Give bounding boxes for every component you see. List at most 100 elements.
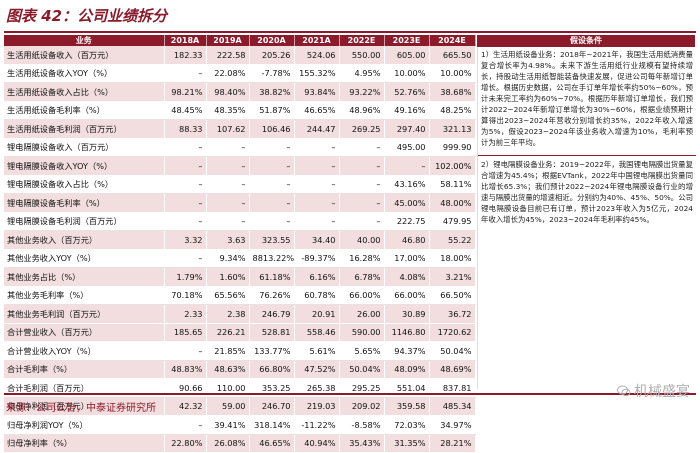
table-cell: 2.33 — [164, 304, 207, 324]
assumptions-divider — [478, 155, 696, 156]
table-cell: 39.41% — [206, 415, 250, 435]
table-cell: 43.16% — [384, 175, 430, 194]
table-cell: – — [294, 175, 340, 194]
table-cell: 40.00 — [339, 230, 385, 250]
table-cell: 4.95% — [339, 64, 385, 83]
table-cell: 485.34 — [429, 397, 476, 416]
table-cell: 22.80% — [164, 434, 207, 453]
row-label: 生活用纸设备收入占比（%） — [4, 82, 165, 102]
footer-divider — [4, 393, 696, 395]
table-cell: 106.46 — [249, 119, 295, 139]
table-row: 其他业务毛利率（%） 70.18% 65.56% 76.26% 60.78% 66.00%… — [4, 286, 476, 305]
table-cell: 107.62 — [206, 119, 250, 139]
table-cell: 3.32 — [164, 230, 207, 250]
table-cell: 60.78% — [294, 286, 340, 305]
table-row: 锂电隔膜设备收入YOY（%） – – – – – –102.00% — [4, 156, 476, 176]
table-cell: 222.58 — [206, 46, 250, 65]
row-label: 合计毛利率（%） — [4, 360, 165, 379]
table-cell: 1.60% — [206, 267, 250, 287]
row-label: 其他业务毛利润（百万元） — [4, 304, 165, 324]
table-cell: 295.25 — [339, 378, 385, 398]
table-cell: 20.91 — [294, 304, 340, 324]
table-body: 生活用纸设备收入（百万元） 182.33 222.58 205.26 524.06 550… — [4, 46, 476, 453]
table-cell: 59.00 — [206, 397, 250, 416]
table-cell: 40.94% — [294, 434, 340, 453]
row-label: 其他业务毛利率（%） — [4, 286, 165, 305]
table-cell: 48.69% — [429, 360, 476, 379]
table-header-row: 业务 2018A 2019A 2020A 2021A 2022E 2023E 2… — [4, 35, 476, 46]
watermark-text: 机械盛宴 — [634, 384, 690, 400]
table-cell: 36.72 — [429, 304, 476, 324]
table-cell: 48.45% — [164, 101, 207, 120]
table-row: 锂电隔膜设备收入（百万元） – – – – –495.00 999.90 — [4, 137, 476, 157]
table-cell: – — [206, 156, 250, 176]
table-cell: 182.33 — [164, 46, 207, 65]
table-cell: 66.00% — [384, 286, 430, 305]
source-note: 来源：公司公告，中泰证券研究所 — [6, 403, 156, 414]
table-cell: – — [249, 137, 295, 157]
table-cell: 8813.22% — [249, 249, 295, 268]
chart-title: 图表 42：公司业绩拆分 — [6, 7, 168, 25]
table-cell: 50.04% — [339, 360, 385, 379]
table-cell: – — [339, 175, 385, 194]
table-cell: 321.13 — [429, 119, 476, 139]
table-cell: 558.46 — [294, 322, 340, 342]
row-label: 锂电隔膜设备毛利润（百万元） — [4, 212, 165, 231]
assumption-paragraph-separator: 2）锂电隔膜设备业务：2019~2022年，我国锂电隔膜出货量复合增速为45.4… — [481, 160, 693, 224]
table-cell: 6.78% — [339, 267, 385, 287]
table-cell: 1.79% — [164, 267, 207, 287]
table-cell: 479.95 — [429, 212, 476, 231]
table-cell: – — [294, 193, 340, 213]
table-cell: 72.03% — [384, 415, 430, 435]
table-cell: 246.79 — [249, 304, 295, 324]
table-cell: – — [249, 193, 295, 213]
table-cell: – — [164, 249, 207, 268]
table-cell: 49.16% — [384, 101, 430, 120]
table-cell: 48.96% — [339, 101, 385, 120]
table-cell: -89.37% — [294, 249, 340, 268]
row-label: 归母净利润（百万元） — [4, 397, 165, 416]
table-cell: 46.80 — [384, 230, 430, 250]
table-row: 其他业务占比（%） 1.79% 1.60% 61.18% 6.16% 6.78% 4.08%… — [4, 267, 476, 287]
table-cell: – — [164, 415, 207, 435]
table-cell: 590.00 — [339, 322, 385, 342]
table-cell: 269.25 — [339, 119, 385, 139]
table-row: 归母净利润YOY（%） –39.41% 318.14% -11.22% -8.58% 72… — [4, 415, 476, 435]
table-cell: 38.68% — [429, 82, 476, 102]
table-cell: 265.38 — [294, 378, 340, 398]
header-cell: 业务 — [4, 35, 165, 46]
table-cell: 2.38 — [206, 304, 250, 324]
table-cell: 205.26 — [249, 46, 295, 65]
table-cell: 110.00 — [206, 378, 250, 398]
row-label: 其他业务收入（百万元） — [4, 230, 165, 250]
table-row: 合计毛利率（%） 48.83% 48.63% 66.80% 47.52% 50.04% 48… — [4, 360, 476, 379]
table-cell: 6.16% — [294, 267, 340, 287]
row-label: 生活用纸设备收入YOY（%） — [4, 64, 165, 83]
table-cell: – — [164, 175, 207, 194]
table-cell: -11.22% — [294, 415, 340, 435]
table-cell: 48.09% — [384, 360, 430, 379]
table-cell: 21.85% — [206, 341, 250, 361]
table-cell: 1146.80 — [384, 322, 430, 342]
table-cell: 98.21% — [164, 82, 207, 102]
row-label: 合计毛利润（百万元） — [4, 378, 165, 398]
table-cell: 10.00% — [429, 64, 476, 83]
row-label: 其他业务收入YOY（%） — [4, 249, 165, 268]
table-cell: 55.22 — [429, 230, 476, 250]
table-cell: 665.50 — [429, 46, 476, 65]
table-row: 其他业务收入YOY（%） –9.34% 8813.22% -89.37% 16.28% 1… — [4, 249, 476, 268]
table-cell: – — [164, 212, 207, 231]
row-label: 归母净利润YOY（%） — [4, 415, 165, 435]
table-cell: – — [339, 137, 385, 157]
table-row: 合计营业收入YOY（%） –21.85% 133.77% 5.61% 5.65% 94.3… — [4, 341, 476, 361]
table-cell: – — [164, 137, 207, 157]
financial-table: 业务 2018A 2019A 2020A 2021A 2022E 2023E 2… — [4, 35, 476, 453]
table-cell: 297.40 — [384, 119, 430, 139]
row-label: 锂电隔膜设备收入占比（%） — [4, 175, 165, 194]
row-label: 锂电隔膜设备收入YOY（%） — [4, 156, 165, 176]
row-label: 生活用纸设备毛利率（%） — [4, 101, 165, 120]
table-cell: 61.18% — [249, 267, 295, 287]
table-cell: 209.02 — [339, 397, 385, 416]
table-cell: – — [206, 175, 250, 194]
table-cell: -8.58% — [339, 415, 385, 435]
